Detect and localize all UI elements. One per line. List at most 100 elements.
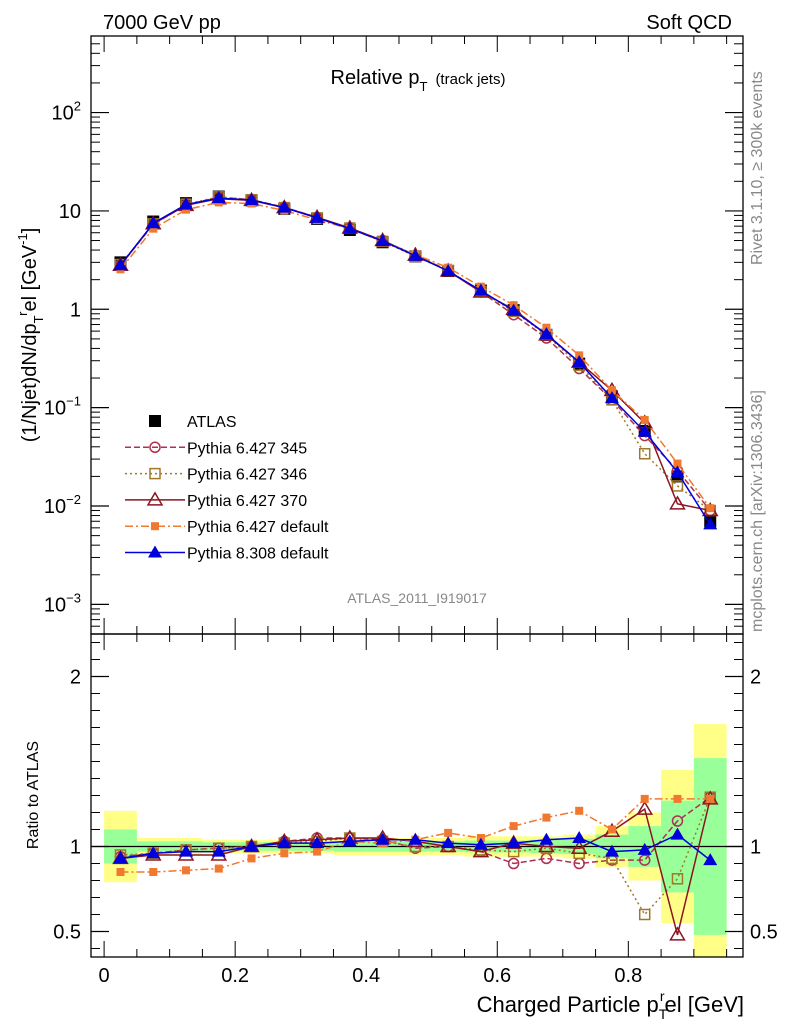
ratio-point-pythia-6-427-345 (507, 857, 520, 870)
ratio-point-pythia-8-308-default (342, 834, 357, 847)
rivet-label: Rivet 3.1.10, ≥ 300k events (749, 71, 766, 265)
ratio-y-tick-label-right: 1 (750, 837, 761, 859)
ratio-point-pythia-8-308-default (604, 844, 619, 857)
ratio-point-pythia-6-427-default (640, 794, 649, 803)
legend-label-pythia-6-427-346: Pythia 6.427 346 (187, 467, 307, 484)
y-tick-label: 10−2 (44, 492, 81, 518)
ratio-point-pythia-6-427-346 (671, 873, 684, 885)
y-tick-label: 10−1 (44, 394, 81, 420)
y-tick-label: 10 (59, 201, 81, 223)
main-marks (112, 190, 719, 530)
x-tick-label: 0.4 (352, 965, 380, 987)
data-point-pythia-8-308-default (146, 216, 161, 229)
mcplots-label: mcplots.cern.ch [arXiv:1306.3436] (749, 390, 766, 632)
data-point-pythia-6-427-346 (671, 480, 684, 492)
ratio-point-pythia-6-427-370 (636, 800, 654, 815)
main-title: Relative pT (track jets) (331, 67, 506, 94)
data-point-pythia-8-308-default (441, 264, 456, 277)
ratio-y-tick-label: 1 (70, 837, 81, 859)
ratio-marks (91, 724, 743, 957)
data-point-pythia-8-308-default (670, 465, 685, 478)
ratio-point-pythia-6-427-default (607, 825, 616, 834)
data-point-pythia-6-427-default (673, 459, 682, 468)
y-tick-label: 1 (70, 299, 81, 321)
ratio-point-pythia-8-308-default (310, 836, 325, 849)
data-point-pythia-8-308-default (572, 355, 587, 368)
data-point-pythia-8-308-default (703, 517, 718, 530)
data-point-pythia-6-427-default (149, 224, 158, 233)
ratio-point-pythia-8-308-default (277, 836, 292, 849)
main-panel: 10−3 10−2 10−1 1 10 102 Relative pT (track jet… (44, 35, 744, 635)
ratio-point-pythia-6-427-default (116, 868, 125, 876)
main-frame (90, 35, 744, 635)
header-right: Soft QCD (646, 12, 732, 34)
analysis-label: ATLAS_2011_I919017 (347, 590, 487, 606)
data-point-pythia-8-308-default (539, 327, 554, 340)
data-point-pythia-6-427-default (607, 386, 616, 395)
y-tick-label: 102 (52, 99, 81, 125)
data-point-pythia-8-308-default (375, 233, 390, 246)
ratio-y-tick-label-right: 2 (750, 667, 761, 689)
ratio-point-pythia-6-427-default (214, 864, 223, 873)
ratio-y-tick-label-right: 0.5 (750, 922, 778, 944)
data-point-pythia-8-308-default (179, 197, 194, 210)
x-tick-label: 0 (99, 965, 110, 987)
ratio-point-pythia-6-427-default (280, 849, 289, 858)
ratio-point-pythia-6-427-346 (638, 908, 651, 921)
ratio-point-pythia-8-308-default (539, 832, 554, 845)
x-axis-label: Charged Particle pTrel [GeV] (477, 988, 744, 1022)
ratio-point-pythia-6-427-default (575, 806, 584, 815)
data-point-pythia-8-308-default (211, 191, 226, 204)
series-line-pythia-6-427-345 (119, 196, 711, 511)
legend-label-pythia-8-308-default: Pythia 8.308 default (187, 546, 329, 563)
ratio-point-pythia-6-427-370 (570, 839, 588, 854)
data-point-pythia-8-308-default (244, 193, 259, 206)
x-tick-label: 0.2 (221, 965, 249, 987)
data-point-pythia-6-427-346 (638, 447, 651, 460)
legend-label-atlas: ATLAS (187, 414, 237, 431)
ratio-point-pythia-8-308-default (670, 827, 685, 840)
legend-label-pythia-6-427-345: Pythia 6.427 345 (187, 440, 307, 457)
x-tick-label: 0.8 (614, 965, 642, 987)
ratio-point-pythia-6-427-default (542, 813, 551, 822)
ratio-point-pythia-6-427-default (247, 854, 256, 863)
ratio-point-pythia-8-308-default (506, 836, 521, 849)
ratio-point-pythia-6-427-default (149, 868, 158, 876)
ratio-point-pythia-6-427-370 (669, 926, 686, 941)
ratio-point-pythia-8-308-default (637, 842, 652, 855)
legend-marker-atlas (149, 415, 161, 427)
ratio-point-pythia-8-308-default (146, 846, 161, 859)
data-point-pythia-8-308-default (506, 303, 521, 316)
series-line-pythia-6-427-370 (119, 197, 711, 512)
ratio-point-pythia-8-308-default (572, 831, 587, 843)
x-tick-label: 0.6 (483, 965, 511, 987)
ratio-point-pythia-8-308-default (703, 853, 718, 866)
legend-marker-pythia-6-427-default (151, 522, 159, 531)
y-axis-label: (1/Njet)dN/dpTrel [GeV-1] (15, 228, 46, 443)
ratio-line-pythia-6-427-345 (120, 796, 711, 865)
ratio-point-pythia-6-427-370 (472, 843, 490, 858)
ratio-y-tick-label: 0.5 (53, 922, 81, 944)
series-line-pythia-6-427-346 (119, 196, 711, 512)
data-point-pythia-8-308-default (637, 424, 652, 437)
ratio-point-pythia-8-308-default (473, 837, 488, 850)
data-point-pythia-8-308-default (277, 200, 292, 213)
ratio-panel: 0 0.2 0.4 0.6 0.8 0.5 0.5 1 1 2 2 (53, 633, 778, 987)
ratio-point-pythia-8-308-default (113, 851, 128, 864)
data-point-pythia-8-308-default (408, 248, 423, 261)
ratio-y-label: Ratio to ATLAS (25, 741, 42, 849)
ratio-y-tick-label: 2 (70, 667, 81, 689)
header-left: 7000 GeV pp (103, 12, 221, 34)
legend-marker-pythia-6-427-370 (146, 491, 164, 506)
ratio-point-pythia-6-427-default (182, 866, 191, 875)
ratio-point-pythia-8-308-default (179, 844, 194, 857)
data-point-pythia-8-308-default (310, 210, 325, 223)
legend-label-pythia-6-427-370: Pythia 6.427 370 (187, 493, 307, 510)
data-point-pythia-6-427-default (182, 205, 191, 214)
ratio-point-pythia-6-427-default (673, 794, 682, 803)
ratio-point-pythia-8-308-default (408, 832, 423, 845)
ratio-point-pythia-8-308-default (244, 839, 259, 852)
ratio-point-pythia-6-427-default (313, 847, 322, 856)
legend: ATLAS Pythia 6.427 345 Pythia 6.427 346 Pyt… (125, 414, 329, 563)
